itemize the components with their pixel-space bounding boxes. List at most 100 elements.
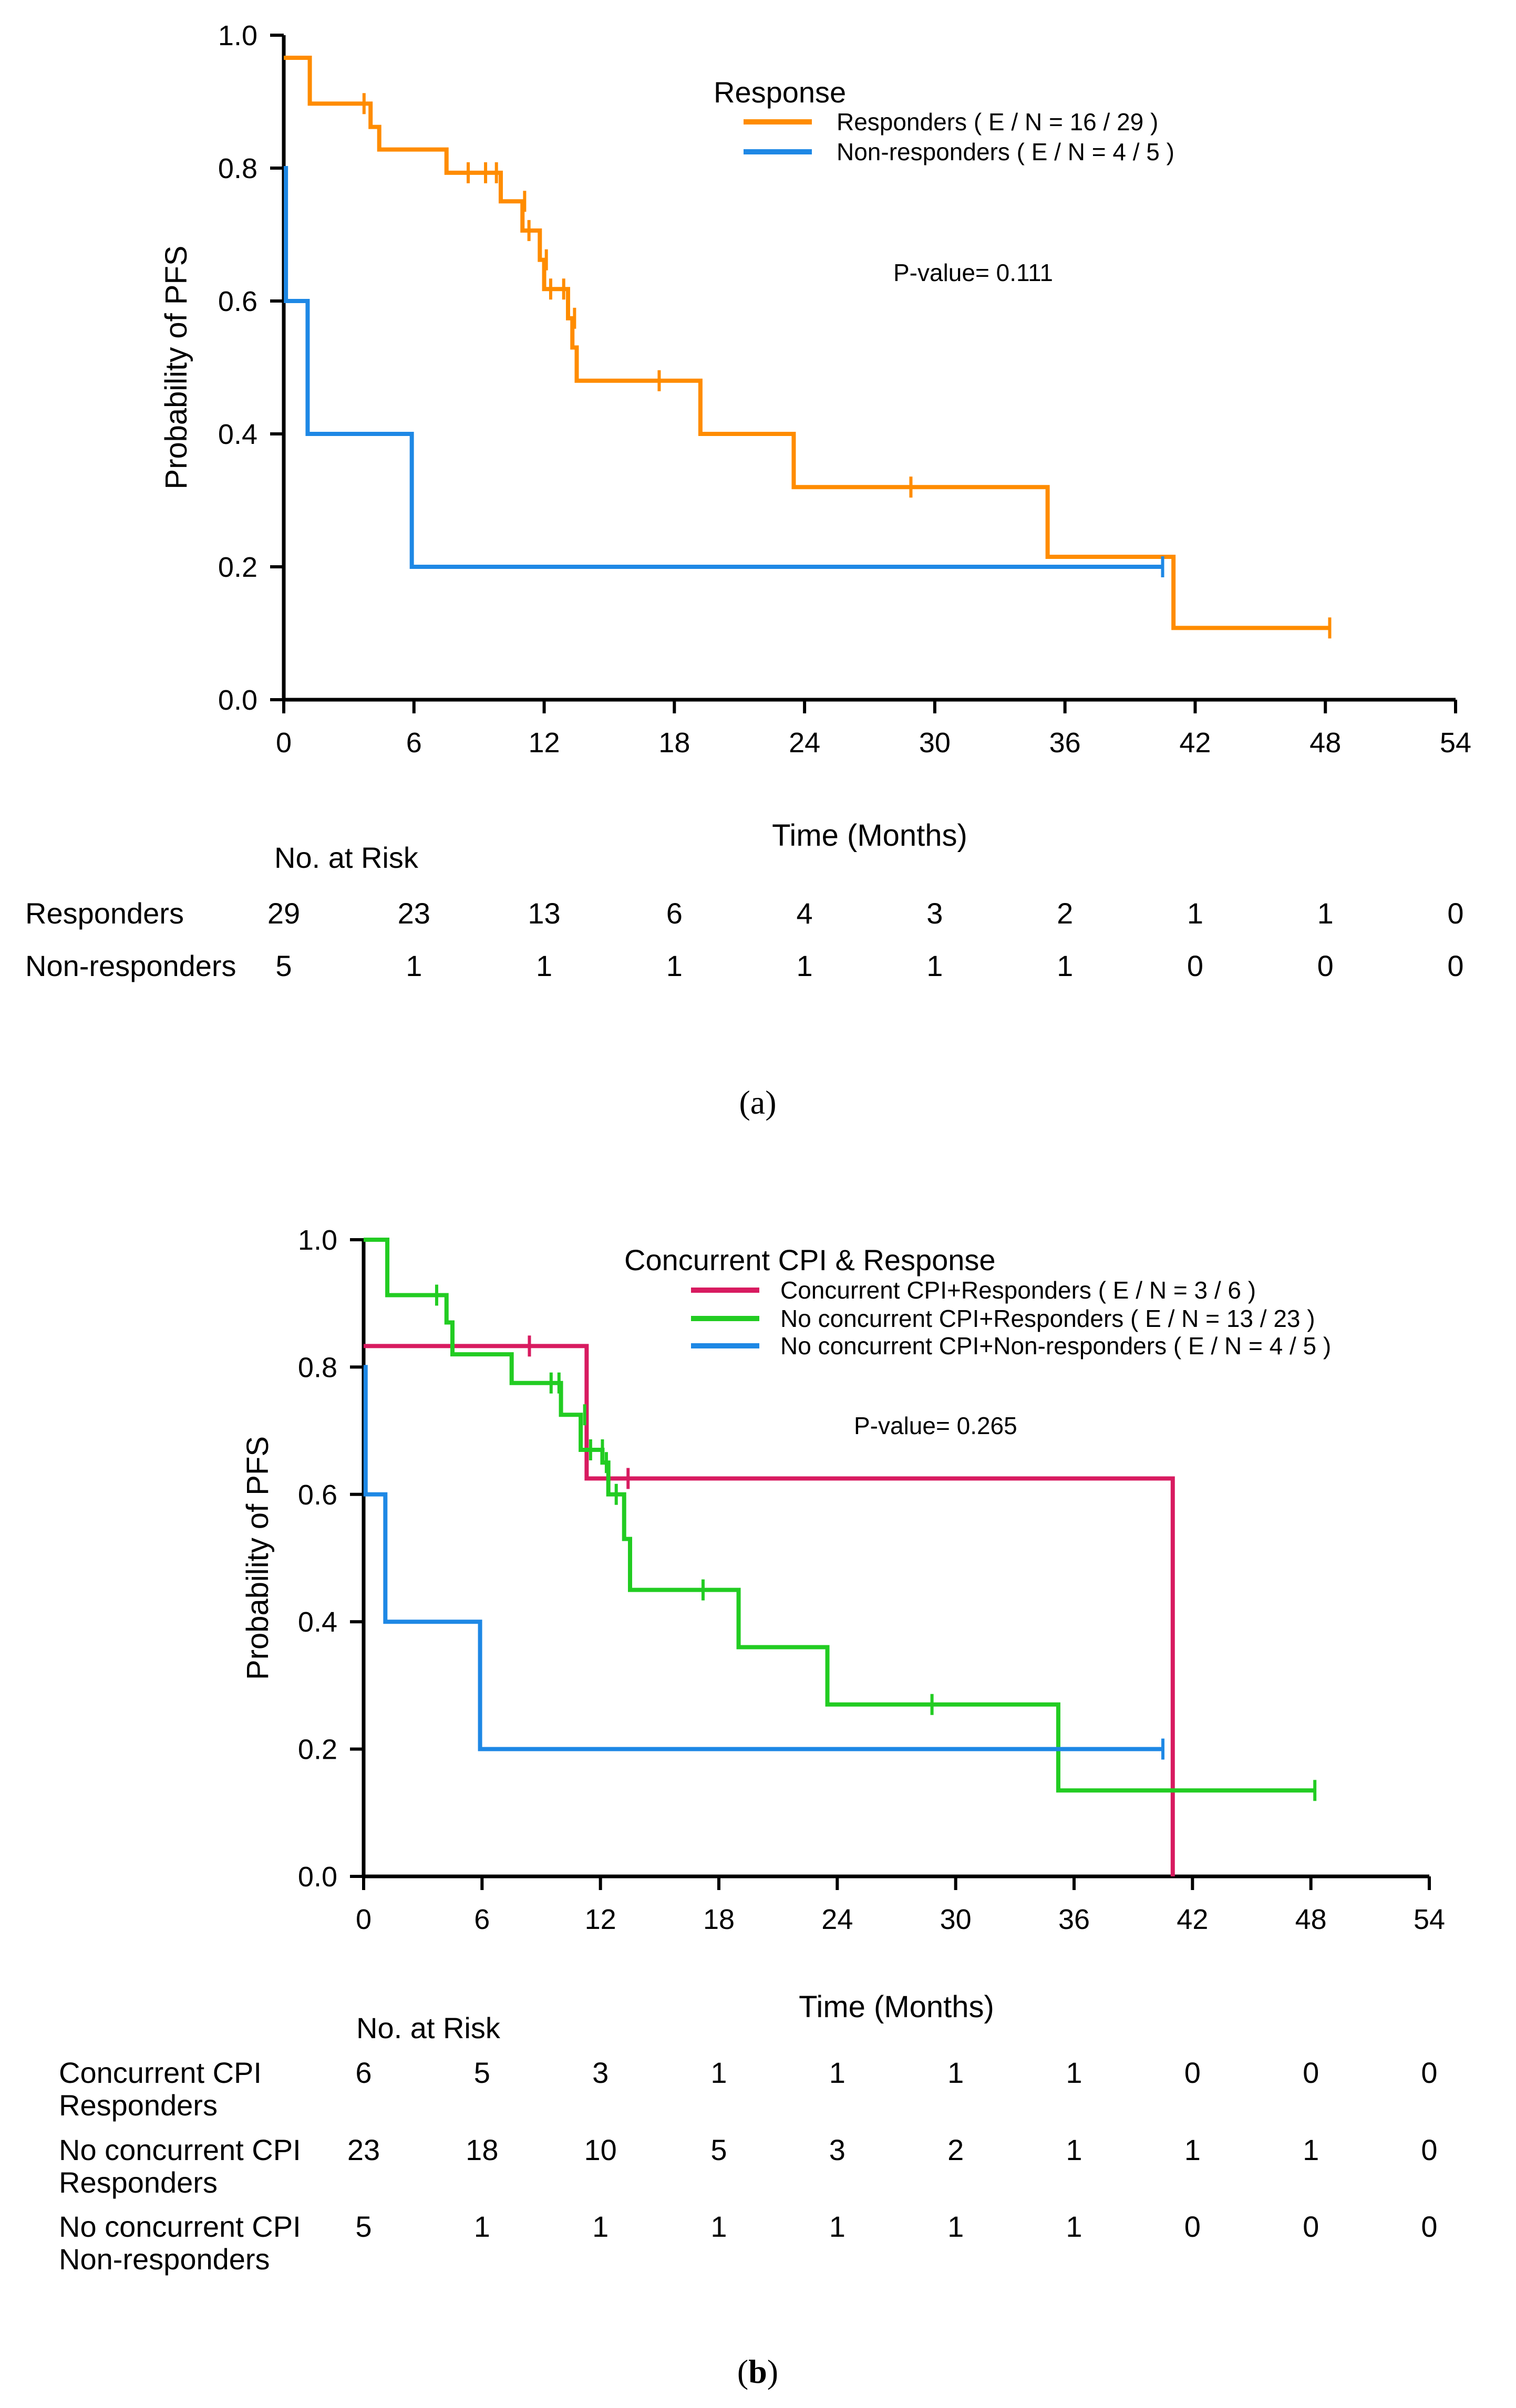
risk-value: 1 [666,949,683,982]
y-tick-label: 0.6 [298,1479,337,1511]
risk-value: 23 [398,897,430,930]
risk-table-title: No. at Risk [356,2011,501,2044]
x-tick-label: 6 [406,727,422,759]
risk-value: 1 [1066,2056,1082,2089]
risk-value: 0 [1187,949,1203,982]
risk-value: 1 [710,2210,727,2243]
x-tick-label: 0 [276,727,292,759]
risk-value: 0 [1421,2056,1437,2089]
x-tick-label: 36 [1058,1904,1090,1935]
p-value: P-value= 0.111 [893,259,1053,286]
risk-row-label: Non-responders [25,949,236,982]
x-tick-label: 42 [1179,727,1211,759]
legend-title: Response [714,76,846,109]
risk-value: 1 [797,949,813,982]
risk-value: 1 [1184,2133,1201,2166]
x-tick-label: 18 [658,727,690,759]
risk-value: 4 [797,897,813,930]
x-tick-label: 0 [356,1904,372,1935]
risk-value: 3 [926,897,943,930]
km-curve-2 [363,1365,1163,1751]
risk-value: 2 [1057,897,1073,930]
panel-caption-part: ) [767,2353,778,2390]
km-curve-0 [284,56,1330,630]
y-axis-title: Probability of PFS [241,1436,275,1680]
risk-row-label: Concurrent CPI [59,2056,262,2089]
legend-entry: No concurrent CPI+Non-responders ( E / N… [780,1332,1331,1359]
x-tick-label: 30 [940,1904,972,1935]
risk-value: 1 [947,2056,964,2089]
risk-value: 1 [1057,949,1073,982]
p-value: P-value= 0.265 [854,1412,1017,1439]
risk-table-title: No. at Risk [274,841,419,874]
risk-value: 5 [474,2056,490,2089]
risk-value: 3 [592,2056,609,2089]
x-tick-label: 48 [1309,727,1341,759]
risk-value: 0 [1184,2210,1201,2243]
risk-value: 1 [406,949,422,982]
y-tick-label: 0.4 [218,419,257,450]
x-tick-label: 54 [1440,727,1471,759]
risk-value: 1 [1303,2133,1319,2166]
risk-value: 0 [1303,2210,1319,2243]
risk-value: 0 [1421,2210,1437,2243]
km-curve-0 [364,1344,1175,1876]
legend-title: Concurrent CPI & Response [624,1243,996,1276]
y-tick-label: 0.8 [298,1352,337,1383]
risk-value: 0 [1184,2056,1201,2089]
y-tick-label: 1.0 [218,20,257,51]
x-tick-label: 12 [585,1904,616,1935]
risk-value: 0 [1421,2133,1437,2166]
risk-value: 5 [710,2133,727,2166]
risk-value: 1 [710,2056,727,2089]
y-tick-label: 0.2 [218,552,257,583]
risk-value: 1 [947,2210,964,2243]
risk-row-label: No concurrent CPI [59,2133,301,2166]
risk-value: 0 [1317,949,1334,982]
risk-value: 23 [347,2133,380,2166]
risk-value: 5 [355,2210,372,2243]
risk-value: 5 [275,949,292,982]
risk-value: 13 [528,897,560,930]
risk-value: 1 [1317,897,1334,930]
risk-value: 1 [536,949,552,982]
risk-value: 1 [926,949,943,982]
risk-value: 6 [355,2056,372,2089]
x-tick-label: 48 [1295,1904,1327,1935]
risk-value: 0 [1447,897,1463,930]
y-tick-label: 0.6 [218,286,257,317]
risk-value: 1 [1066,2210,1082,2243]
x-tick-label: 18 [703,1904,735,1935]
panel-a: 0 6 12 18 24 30 36 42 48 540.00.20.40.60.81.0Time… [25,20,1471,1121]
x-tick-label: 24 [821,1904,853,1935]
risk-value: 1 [829,2210,845,2243]
panel-caption-part: b [748,2353,767,2390]
legend-entry: Responders ( E / N = 16 / 29 ) [837,108,1158,136]
risk-value: 3 [829,2133,845,2166]
x-tick-label: 42 [1177,1904,1208,1935]
risk-value: 1 [592,2210,609,2243]
risk-value: 1 [1187,897,1203,930]
panel-caption-part: ( [739,1084,750,1121]
risk-value: 0 [1447,949,1463,982]
risk-value: 18 [466,2133,498,2166]
risk-row-label: Responders [25,897,184,930]
x-tick-label: 6 [474,1904,490,1935]
km-curve-1 [284,166,1163,569]
y-tick-label: 0.0 [218,684,257,716]
panel-b: 0 6 12 18 24 30 36 42 48 540.00.20.40.60.81.0Time… [59,1224,1445,2390]
risk-value: 10 [584,2133,617,2166]
x-tick-label: 36 [1049,727,1081,759]
panel-caption-part: ( [737,2353,748,2390]
risk-value: 0 [1303,2056,1319,2089]
risk-value: 2 [947,2133,964,2166]
panel-caption-part: a [750,1084,765,1121]
y-tick-label: 0.2 [298,1734,337,1766]
x-tick-label: 12 [529,727,560,759]
y-tick-label: 0.0 [298,1861,337,1893]
risk-value: 29 [267,897,300,930]
risk-row-label: Non-responders [59,2243,270,2276]
legend-entry: No concurrent CPI+Responders ( E / N = 1… [780,1305,1315,1332]
x-tick-label: 54 [1414,1904,1445,1935]
